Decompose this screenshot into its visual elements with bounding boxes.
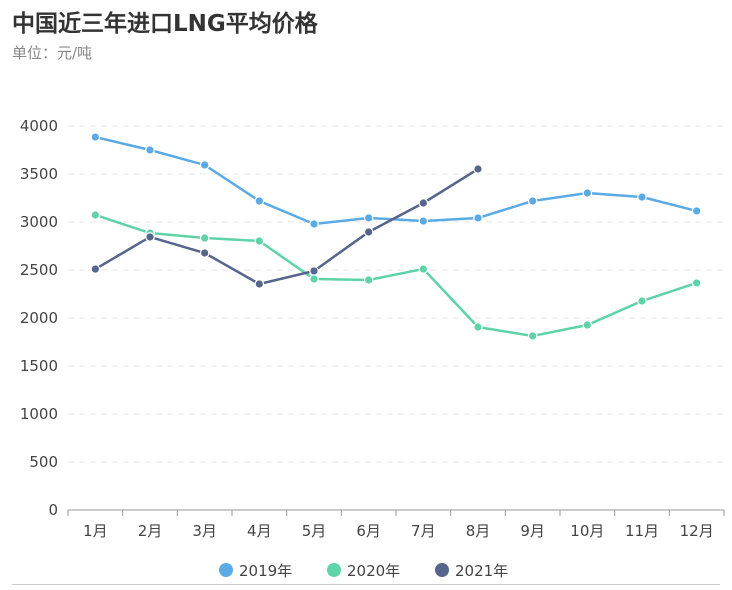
data-point <box>145 232 155 242</box>
y-tick-label: 2000 <box>20 309 58 327</box>
x-tick-label: 10月 <box>570 522 604 540</box>
data-point <box>418 198 429 208</box>
x-tick-label: 5月 <box>302 522 327 540</box>
series-line-2019年 <box>95 135 697 226</box>
data-point <box>527 196 538 206</box>
x-tick-label: 3月 <box>192 522 217 540</box>
data-point <box>254 279 265 289</box>
y-tick-label: 0 <box>48 501 58 519</box>
y-tick-label: 1500 <box>20 357 58 375</box>
y-tick-label: 2500 <box>20 261 58 279</box>
data-point <box>363 213 374 223</box>
legend-label: 2020年 <box>347 562 400 580</box>
data-point <box>473 213 483 223</box>
data-point <box>473 164 483 174</box>
x-tick-label: 6月 <box>356 522 381 540</box>
x-tick-label: 12月 <box>680 522 714 540</box>
legend-marker <box>327 563 341 577</box>
y-tick-label: 1000 <box>20 405 58 423</box>
y-tick-label: 500 <box>29 453 58 471</box>
x-tick-label: 11月 <box>625 522 659 540</box>
data-point <box>363 275 374 285</box>
data-point <box>418 264 429 274</box>
data-point <box>473 322 483 332</box>
data-point <box>637 296 647 306</box>
data-point <box>582 320 593 330</box>
legend-label: 2019年 <box>239 562 292 580</box>
x-tick-label: 4月 <box>247 522 272 540</box>
data-point <box>637 192 647 202</box>
y-tick-label: 3000 <box>20 213 58 231</box>
data-point <box>691 278 702 288</box>
data-point <box>582 188 593 198</box>
data-point <box>145 145 155 155</box>
chart-title: 中国近三年进口LNG平均价格 <box>12 11 318 37</box>
legend-marker <box>219 563 233 577</box>
x-tick-label: 9月 <box>520 522 545 540</box>
data-point <box>199 248 210 258</box>
x-tick-label: 2月 <box>138 522 163 540</box>
data-point <box>363 227 374 237</box>
x-tick-label: 7月 <box>411 522 436 540</box>
data-point <box>527 331 538 341</box>
legend-label: 2021年 <box>455 562 508 580</box>
y-tick-label: 4000 <box>20 117 58 135</box>
data-point <box>309 274 319 284</box>
data-point <box>254 236 265 246</box>
data-point <box>90 264 101 274</box>
data-point <box>309 266 319 276</box>
data-point <box>418 216 429 226</box>
data-point <box>199 160 210 170</box>
data-point <box>254 196 265 206</box>
data-point <box>309 219 319 229</box>
divider <box>12 584 720 585</box>
data-point <box>90 132 101 142</box>
x-tick-label: 1月 <box>83 522 108 540</box>
legend-marker <box>435 563 449 577</box>
unit-label: 单位：元/吨 <box>12 44 93 62</box>
data-point <box>90 210 101 220</box>
series-line-2020年 <box>94 213 698 338</box>
y-tick-label: 3500 <box>20 165 58 183</box>
data-point <box>199 233 210 243</box>
x-tick-label: 8月 <box>466 522 491 540</box>
series-line-2021年 <box>94 167 479 286</box>
data-point <box>691 206 702 216</box>
